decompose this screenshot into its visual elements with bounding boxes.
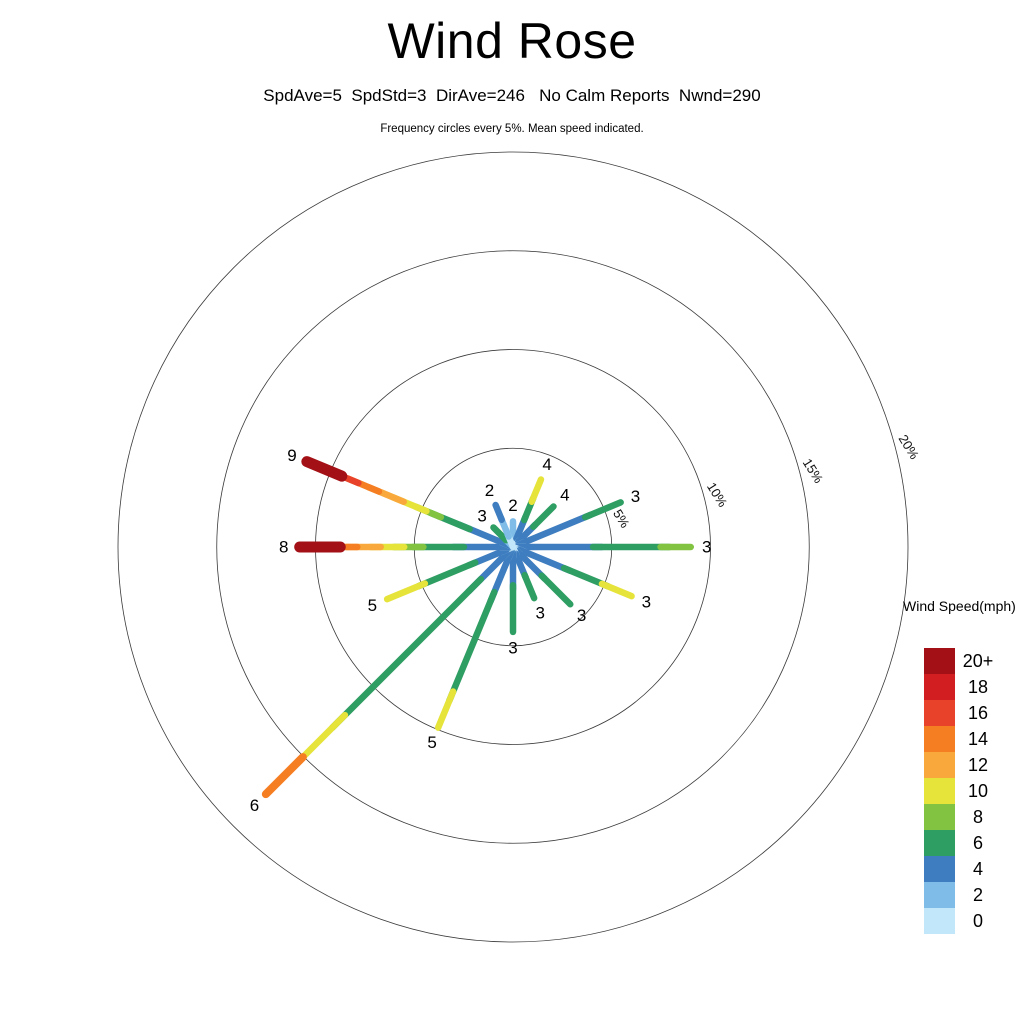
spoke-speed-label-se: 3: [577, 606, 586, 625]
wind-speed-legend: Wind Speed(mph) 20+ 18 16 14 12 10 8 6 4 2 0: [903, 598, 1016, 934]
ring-label: 10%: [704, 480, 731, 510]
wind-spoke-ene: [515, 511, 594, 549]
legend-row: 14: [903, 726, 1016, 752]
wind-spoke-se: [538, 572, 574, 608]
spoke-speed-label-sw: 6: [250, 796, 259, 815]
legend-row: 16: [903, 700, 1016, 726]
spoke-speed-label-ene: 3: [631, 487, 640, 506]
wind-spoke-ene: [581, 499, 624, 521]
spoke-speed-label-ne: 4: [560, 486, 569, 505]
legend-row: 2: [903, 882, 1016, 908]
legend-swatch: [924, 700, 955, 726]
spoke-speed-label-s: 3: [508, 638, 517, 657]
spoke-speed-label-w: 8: [279, 538, 288, 557]
wind-spoke-wnw: [301, 456, 348, 482]
legend-label: 18: [967, 676, 989, 697]
spoke-speed-label-nnw: 2: [485, 481, 494, 500]
spoke-speed-label-ssw: 5: [427, 733, 436, 752]
legend-swatch: [924, 674, 955, 700]
wind-spoke-nnw: [492, 501, 505, 523]
chart-note: Frequency circles every 5%. Mean speed i…: [380, 123, 644, 135]
legend-label: 6: [972, 832, 983, 853]
legend-row: 12: [903, 752, 1016, 778]
spoke-speed-label-sse: 3: [536, 603, 545, 622]
legend-label: 12: [967, 754, 989, 775]
legend-swatch: [924, 908, 955, 934]
legend-swatch: [924, 778, 955, 804]
legend-swatch: [924, 752, 955, 778]
legend-swatch: [924, 726, 955, 752]
legend-label: 10: [967, 780, 989, 801]
wind-spoke-nw: [490, 524, 510, 544]
legend-row: 10: [903, 778, 1016, 804]
wind-spoke-nne: [528, 476, 545, 506]
frequency-circle: [216, 250, 810, 844]
spoke-speed-label-wnw: 9: [287, 446, 296, 465]
legend-row: 0: [903, 908, 1016, 934]
wind-spoke-sw: [261, 753, 307, 799]
legend-row: 4: [903, 856, 1016, 882]
legend-row: 20+: [903, 648, 1016, 674]
wind-spoke-wsw: [415, 559, 479, 590]
legend-swatch: [924, 804, 955, 830]
legend-label: 0: [972, 910, 983, 931]
chart-title: Wind Rose: [387, 13, 637, 69]
wind-spoke-ssw: [434, 688, 457, 731]
wind-spoke-wsw: [383, 580, 429, 603]
spoke-speed-label-n: 2: [508, 496, 517, 515]
ring-label: 5%: [610, 507, 633, 531]
legend-swatch: [924, 830, 955, 856]
spoke-speed-label-e: 3: [702, 538, 711, 557]
frequency-circle: [117, 151, 909, 943]
legend-swatch: [924, 882, 955, 908]
spoke-speed-label-wsw: 5: [368, 596, 377, 615]
legend-label: 16: [967, 702, 989, 723]
wind-spoke-ese: [598, 580, 635, 600]
legend-label: 4: [972, 858, 983, 879]
ring-label: 15%: [800, 456, 827, 486]
wind-spoke-ssw: [446, 588, 498, 704]
spoke-speed-label-nne: 4: [542, 455, 551, 474]
legend-label: 20+: [962, 650, 994, 671]
spoke-speed-label-nw: 3: [477, 507, 486, 526]
wind-spoke-sse: [521, 571, 538, 602]
wind-spoke-ne: [529, 503, 557, 531]
spoke-speed-label-ese: 3: [642, 593, 651, 612]
wind-spoke-sw: [329, 575, 485, 731]
legend-label: 2: [972, 884, 983, 905]
legend-label: 14: [967, 728, 989, 749]
ring-label: 20%: [896, 432, 923, 462]
legend-rows: 20+ 18 16 14 12 10 8 6 4 2 0: [903, 648, 1016, 934]
legend-swatch: [924, 648, 955, 674]
chart-subtitle: SpdAve=5 SpdStd=3 DirAve=246 No Calm Rep…: [263, 86, 761, 105]
legend-row: 6: [903, 830, 1016, 856]
legend-swatch: [924, 856, 955, 882]
legend-label: 8: [972, 806, 983, 827]
legend-row: 8: [903, 804, 1016, 830]
legend-title: Wind Speed(mph): [903, 598, 1016, 614]
legend-row: 18: [903, 674, 1016, 700]
